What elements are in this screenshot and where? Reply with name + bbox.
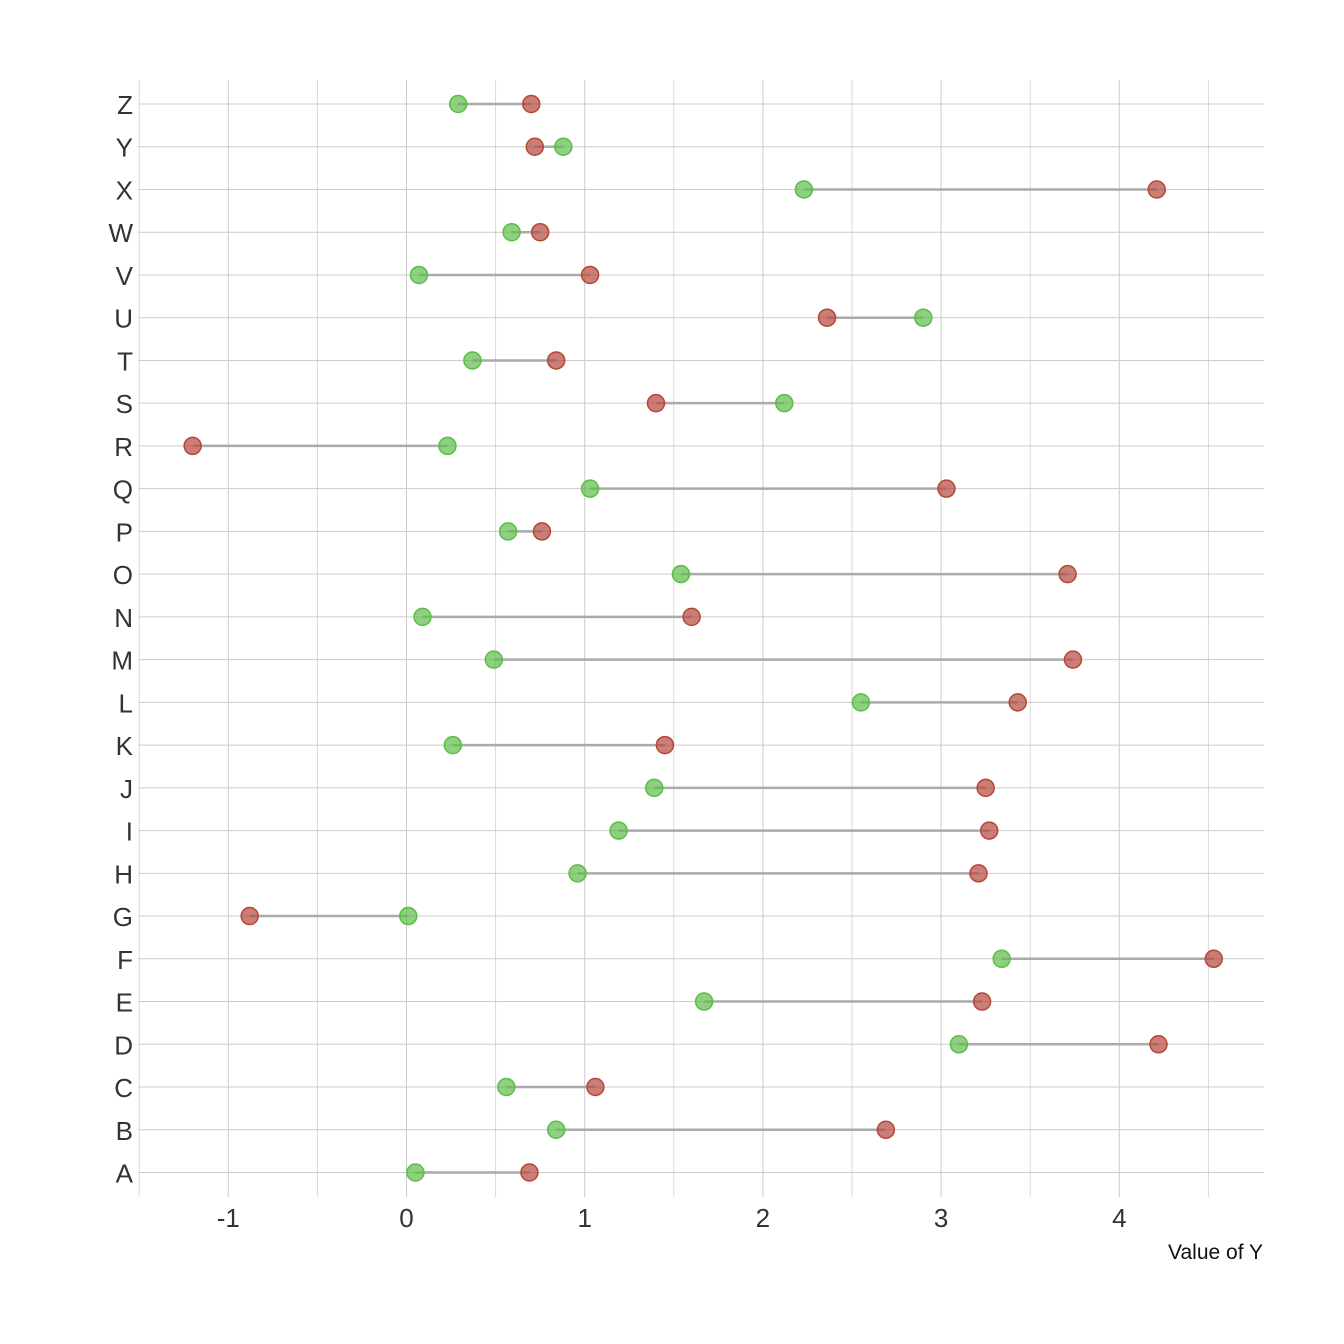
red-point	[1058, 564, 1077, 584]
red-point	[183, 436, 202, 456]
point-layer	[183, 94, 1223, 1182]
y-tick-label: A	[116, 1159, 134, 1189]
y-tick-label: L	[119, 688, 133, 718]
red-point	[1147, 180, 1166, 199]
red-point	[682, 607, 701, 627]
red-point	[521, 94, 541, 114]
red-point	[580, 265, 600, 285]
red-point	[240, 906, 259, 926]
y-tick-label: S	[116, 389, 133, 419]
green-point	[448, 94, 468, 114]
green-point	[413, 607, 432, 627]
green-point	[463, 351, 482, 370]
green-point	[502, 222, 521, 242]
red-point	[530, 222, 550, 242]
y-tick-label: N	[114, 603, 133, 633]
y-tick-label: K	[116, 731, 134, 761]
x-axis-title: Value of Y	[1168, 1241, 1263, 1264]
red-point	[546, 351, 566, 370]
y-tick-label: C	[114, 1073, 133, 1103]
red-point	[1008, 693, 1027, 712]
red-point	[876, 1120, 896, 1140]
red-point	[586, 1077, 605, 1097]
green-point	[497, 1077, 516, 1097]
green-point	[609, 821, 628, 840]
y-tick-label: Y	[116, 133, 133, 163]
y-tick-label: B	[116, 1116, 133, 1146]
x-tick-label: 3	[934, 1203, 948, 1233]
green-point	[443, 735, 463, 755]
green-point	[671, 564, 691, 584]
x-tick-label: 4	[1112, 1203, 1126, 1233]
green-point	[546, 1120, 566, 1140]
x-tick-label: 1	[577, 1203, 591, 1233]
red-point	[976, 778, 995, 798]
red-point	[532, 522, 552, 541]
red-point	[525, 137, 545, 156]
y-tick-label: Q	[113, 475, 133, 505]
y-tick-label: O	[113, 560, 133, 590]
green-point	[399, 906, 418, 926]
red-point	[979, 821, 999, 840]
y-tick-label: X	[116, 175, 133, 205]
y-tick-label: U	[114, 304, 133, 334]
red-point	[520, 1163, 539, 1182]
red-point	[937, 479, 956, 498]
y-tick-label: F	[117, 945, 133, 975]
green-point	[914, 308, 933, 327]
y-tick-label: I	[126, 817, 133, 847]
green-point	[554, 137, 573, 156]
y-tick-label: V	[116, 261, 134, 291]
y-tick-label: T	[117, 346, 133, 376]
y-tick-label: R	[114, 432, 133, 462]
green-point	[949, 1035, 969, 1054]
green-point	[775, 393, 794, 413]
red-point	[646, 393, 666, 413]
y-tick-label: Z	[117, 90, 133, 120]
segment-layer	[192, 102, 1214, 1174]
red-point	[1063, 650, 1083, 669]
green-point	[484, 650, 504, 669]
y-tick-label: W	[108, 218, 133, 248]
green-point	[644, 778, 664, 798]
grid-layer	[138, 80, 1264, 1197]
y-tick-label: P	[116, 517, 133, 547]
x-tick-label: -1	[217, 1203, 240, 1233]
green-point	[580, 479, 600, 498]
red-point	[1149, 1035, 1168, 1054]
green-point	[794, 180, 814, 199]
green-point	[992, 949, 1011, 969]
y-tick-label: J	[120, 774, 133, 804]
y-tick-label: D	[114, 1030, 133, 1060]
green-point	[851, 693, 871, 712]
y-tick-label: H	[114, 859, 133, 889]
red-point	[969, 864, 988, 883]
green-point	[694, 992, 714, 1011]
green-point	[409, 265, 429, 285]
green-point	[498, 522, 518, 541]
red-point	[972, 992, 992, 1011]
green-point	[568, 864, 587, 883]
red-point	[655, 735, 675, 755]
x-tick-label: 0	[399, 1203, 413, 1233]
x-tick-label: 2	[756, 1203, 770, 1233]
green-point	[406, 1163, 425, 1182]
red-point	[1204, 949, 1223, 969]
y-tick-label: G	[113, 902, 133, 932]
green-point	[438, 436, 457, 456]
red-point	[817, 308, 837, 327]
y-tick-label: E	[116, 988, 133, 1018]
y-tick-label: M	[111, 646, 133, 676]
